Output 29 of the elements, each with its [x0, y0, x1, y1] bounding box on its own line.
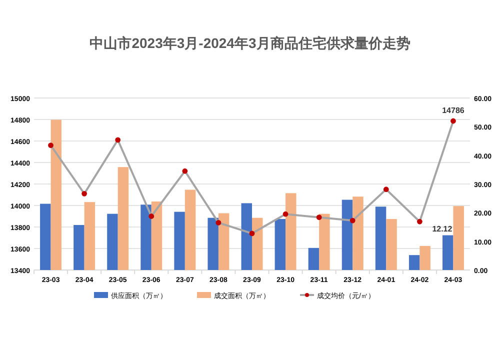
bar — [252, 218, 263, 270]
bar — [241, 203, 252, 270]
bar — [74, 224, 84, 270]
bar — [342, 200, 353, 270]
bar — [151, 201, 162, 270]
bar — [140, 204, 152, 270]
bar — [408, 255, 420, 270]
data-label: 14786 — [442, 106, 465, 116]
bar — [118, 167, 129, 270]
bar — [174, 212, 185, 270]
data-label: 12.12 — [432, 224, 453, 234]
bar — [319, 214, 330, 270]
bar — [352, 196, 364, 270]
bar — [218, 213, 230, 270]
bar — [453, 206, 464, 270]
bar — [442, 235, 454, 270]
bar — [50, 120, 62, 270]
bar — [40, 204, 51, 270]
bar — [308, 248, 320, 270]
bar — [274, 218, 286, 270]
bar — [184, 190, 196, 270]
chart-title: 中山市2023年3月-2024年3月商品住宅供求量价走势 — [90, 35, 410, 51]
bar — [420, 246, 430, 270]
bar — [386, 218, 397, 270]
bar — [375, 206, 386, 270]
bar — [286, 193, 296, 270]
bar — [107, 214, 118, 270]
bar — [208, 218, 218, 270]
bar — [84, 202, 96, 270]
